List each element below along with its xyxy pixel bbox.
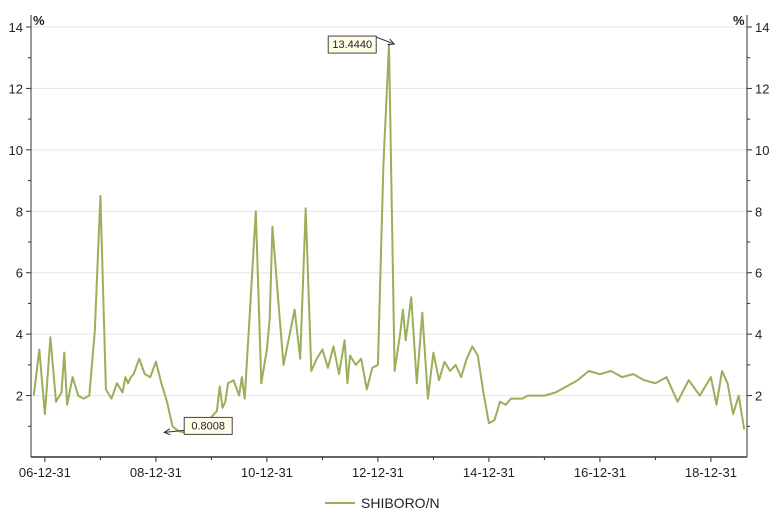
- tick-labels: 2 2 4 4 6 6 8 8 10 10 12 12 14 14% % 06-12-31 08-12-31 10…: [9, 13, 770, 480]
- ytick-label-right: 6: [755, 266, 762, 281]
- series-lines: [32, 43, 746, 434]
- ytick-label-left: 8: [16, 204, 23, 219]
- xtick-label: 12-12-31: [352, 465, 404, 480]
- annotation-arrowhead: [163, 428, 171, 436]
- annotation-arrow: [376, 36, 395, 45]
- series-line-0: [32, 43, 746, 434]
- ytick-label-right: 12: [755, 81, 769, 96]
- y-unit-right: %: [733, 13, 745, 28]
- ytick-label-left: 10: [9, 143, 23, 158]
- legend: SHIBORO/N: [325, 495, 440, 511]
- annotations: 13.4440 0.8008: [163, 35, 396, 436]
- xtick-label: 18-12-31: [685, 465, 737, 480]
- annotation-arrowhead: [387, 38, 396, 46]
- annotation-arrow: [164, 429, 185, 433]
- ytick-label-right: 10: [755, 143, 769, 158]
- xtick-label: 16-12-31: [574, 465, 626, 480]
- y-unit-left: %: [33, 13, 45, 28]
- annotation-box: [327, 35, 377, 54]
- ytick-label-right: 14: [755, 20, 769, 35]
- ytick-label-right: 8: [755, 204, 762, 219]
- annotation-label: 13.4440: [332, 39, 372, 51]
- xtick-label: 10-12-31: [241, 465, 293, 480]
- xtick-label: 14-12-31: [463, 465, 515, 480]
- axes: [26, 15, 752, 462]
- ytick-label-left: 12: [9, 81, 23, 96]
- ytick-label-left: 6: [16, 266, 23, 281]
- xtick-label: 08-12-31: [130, 465, 182, 480]
- xtick-label: 06-12-31: [19, 465, 71, 480]
- ytick-label-left: 14: [9, 20, 23, 35]
- ytick-label-left: 2: [16, 389, 23, 404]
- annotation-label: 0.8008: [191, 420, 225, 432]
- annotation-box: [183, 416, 233, 435]
- ytick-label-right: 2: [755, 389, 762, 404]
- ytick-label-left: 4: [16, 327, 23, 342]
- ytick-label-right: 4: [755, 327, 762, 342]
- legend-label: SHIBORO/N: [361, 495, 440, 511]
